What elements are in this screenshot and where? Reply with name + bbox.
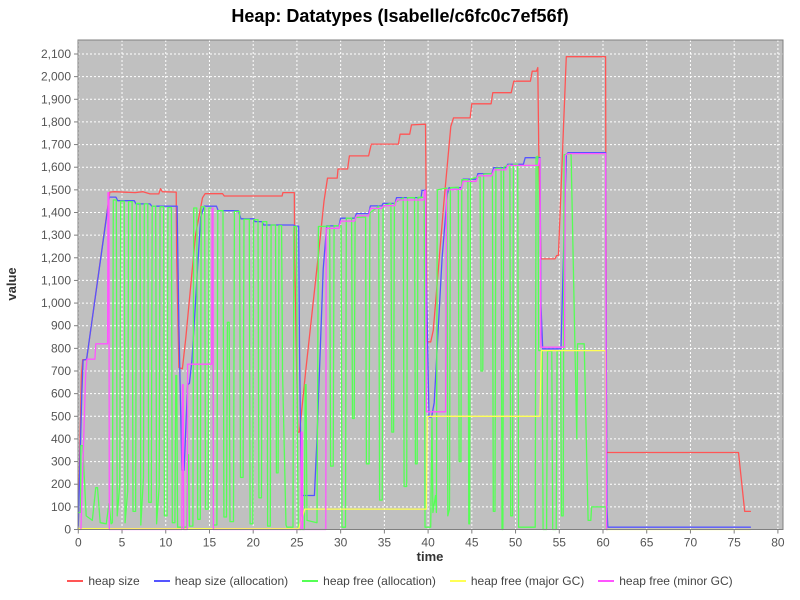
y-tick-label: 0 bbox=[64, 523, 71, 537]
axis-ticks bbox=[74, 53, 779, 534]
y-tick-label: 400 bbox=[51, 432, 71, 446]
chart-svg: 01002003004005006007008009001,0001,1001,… bbox=[4, 39, 785, 564]
x-tick-label: 5 bbox=[119, 536, 126, 550]
x-tick-label: 80 bbox=[771, 536, 785, 550]
x-tick-label: 40 bbox=[421, 536, 435, 550]
y-tick-label: 1,200 bbox=[41, 251, 71, 265]
x-tick-label: 30 bbox=[334, 536, 348, 550]
x-tick-label: 60 bbox=[596, 536, 610, 550]
y-axis-label: value bbox=[4, 267, 19, 300]
series-heap-free-minor-gc- bbox=[80, 152, 609, 531]
legend-label: heap free (allocation) bbox=[323, 574, 436, 588]
x-tick-label: 55 bbox=[553, 536, 567, 550]
chart-legend: heap size heap size (allocation) heap free… bbox=[0, 574, 800, 588]
y-tick-label: 1,400 bbox=[41, 205, 71, 219]
y-tick-label: 900 bbox=[51, 319, 71, 333]
x-tick-label: 15 bbox=[203, 536, 217, 550]
legend-item: heap free (allocation) bbox=[302, 574, 436, 588]
legend-item: heap free (major GC) bbox=[449, 574, 585, 588]
legend-item: heap free (minor GC) bbox=[598, 574, 733, 588]
tick-labels: 01002003004005006007008009001,0001,1001,… bbox=[41, 47, 785, 550]
x-tick-label: 0 bbox=[75, 536, 82, 550]
x-tick-label: 50 bbox=[509, 536, 523, 550]
legend-item: heap size (allocation) bbox=[153, 574, 289, 588]
x-tick-label: 45 bbox=[465, 536, 479, 550]
y-tick-label: 100 bbox=[51, 500, 71, 514]
legend-line-swatch bbox=[302, 580, 319, 582]
y-tick-label: 700 bbox=[51, 364, 71, 378]
y-tick-label: 500 bbox=[51, 409, 71, 423]
y-tick-label: 1,800 bbox=[41, 115, 71, 129]
y-tick-label: 1,600 bbox=[41, 160, 71, 174]
y-tick-label: 2,000 bbox=[41, 70, 71, 84]
legend-item: heap size bbox=[67, 574, 140, 588]
x-tick-label: 65 bbox=[640, 536, 654, 550]
x-axis-label: time bbox=[417, 549, 444, 564]
y-tick-label: 2,100 bbox=[41, 47, 71, 61]
y-tick-label: 1,900 bbox=[41, 92, 71, 106]
y-tick-label: 300 bbox=[51, 455, 71, 469]
y-tick-label: 600 bbox=[51, 387, 71, 401]
legend-line-swatch bbox=[153, 580, 170, 582]
plot-border bbox=[77, 39, 784, 530]
legend-label: heap size bbox=[88, 574, 140, 588]
legend-line-swatch bbox=[598, 580, 615, 582]
x-tick-label: 35 bbox=[378, 536, 392, 550]
chart-title: Heap: Datatypes (Isabelle/c6fc0c7ef56f) bbox=[231, 6, 569, 26]
legend-label: heap free (major GC) bbox=[470, 574, 585, 588]
y-tick-label: 1,500 bbox=[41, 183, 71, 197]
y-tick-label: 1,000 bbox=[41, 296, 71, 310]
legend-line-swatch bbox=[67, 580, 84, 582]
legend-label: heap free (minor GC) bbox=[619, 574, 733, 588]
x-tick-label: 10 bbox=[159, 536, 173, 550]
x-tick-label: 75 bbox=[727, 536, 741, 550]
y-tick-label: 1,700 bbox=[41, 138, 71, 152]
y-tick-label: 1,300 bbox=[41, 228, 71, 242]
y-tick-label: 800 bbox=[51, 341, 71, 355]
legend-label: heap size (allocation) bbox=[174, 574, 289, 588]
series-heap-size bbox=[77, 56, 752, 526]
x-tick-label: 20 bbox=[247, 536, 261, 550]
x-tick-label: 25 bbox=[290, 536, 304, 550]
x-tick-label: 70 bbox=[684, 536, 698, 550]
y-tick-label: 200 bbox=[51, 477, 71, 491]
y-tick-label: 1,100 bbox=[41, 273, 71, 287]
legend-line-swatch bbox=[449, 580, 466, 582]
